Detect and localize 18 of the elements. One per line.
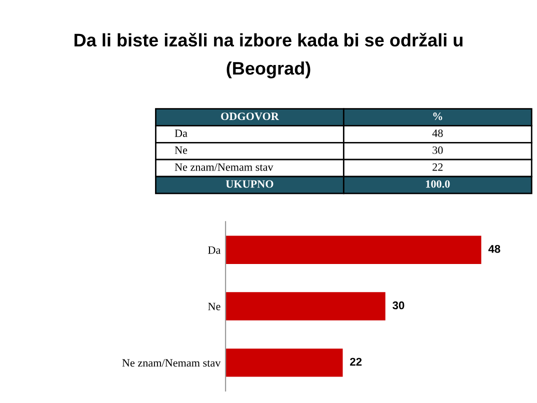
- text: %: [433, 112, 442, 120]
- data-label: 30: [392, 301, 404, 310]
- text: 30: [432, 146, 443, 154]
- y-tick-label: Da: [208, 246, 221, 254]
- data-label: 48: [488, 244, 500, 253]
- text: Ne znam/Nemam stav: [174, 163, 274, 171]
- text: 22: [432, 163, 443, 171]
- text: UKUPNO: [226, 180, 274, 188]
- text: Da: [174, 130, 188, 137]
- text: Ne: [174, 146, 188, 154]
- text: 100.0: [426, 180, 450, 188]
- data-label: 22: [350, 358, 362, 366]
- y-tick-label: Ne znam/Nemam stav: [122, 359, 221, 367]
- chart-subtitle: (Beograd): [226, 61, 310, 78]
- text: ODGOVOR: [221, 112, 280, 120]
- chart-title: Da li biste izašli na izbore kada bi se održali u: [74, 32, 462, 47]
- text: 48: [432, 129, 443, 137]
- y-tick-label: Ne: [208, 302, 220, 310]
